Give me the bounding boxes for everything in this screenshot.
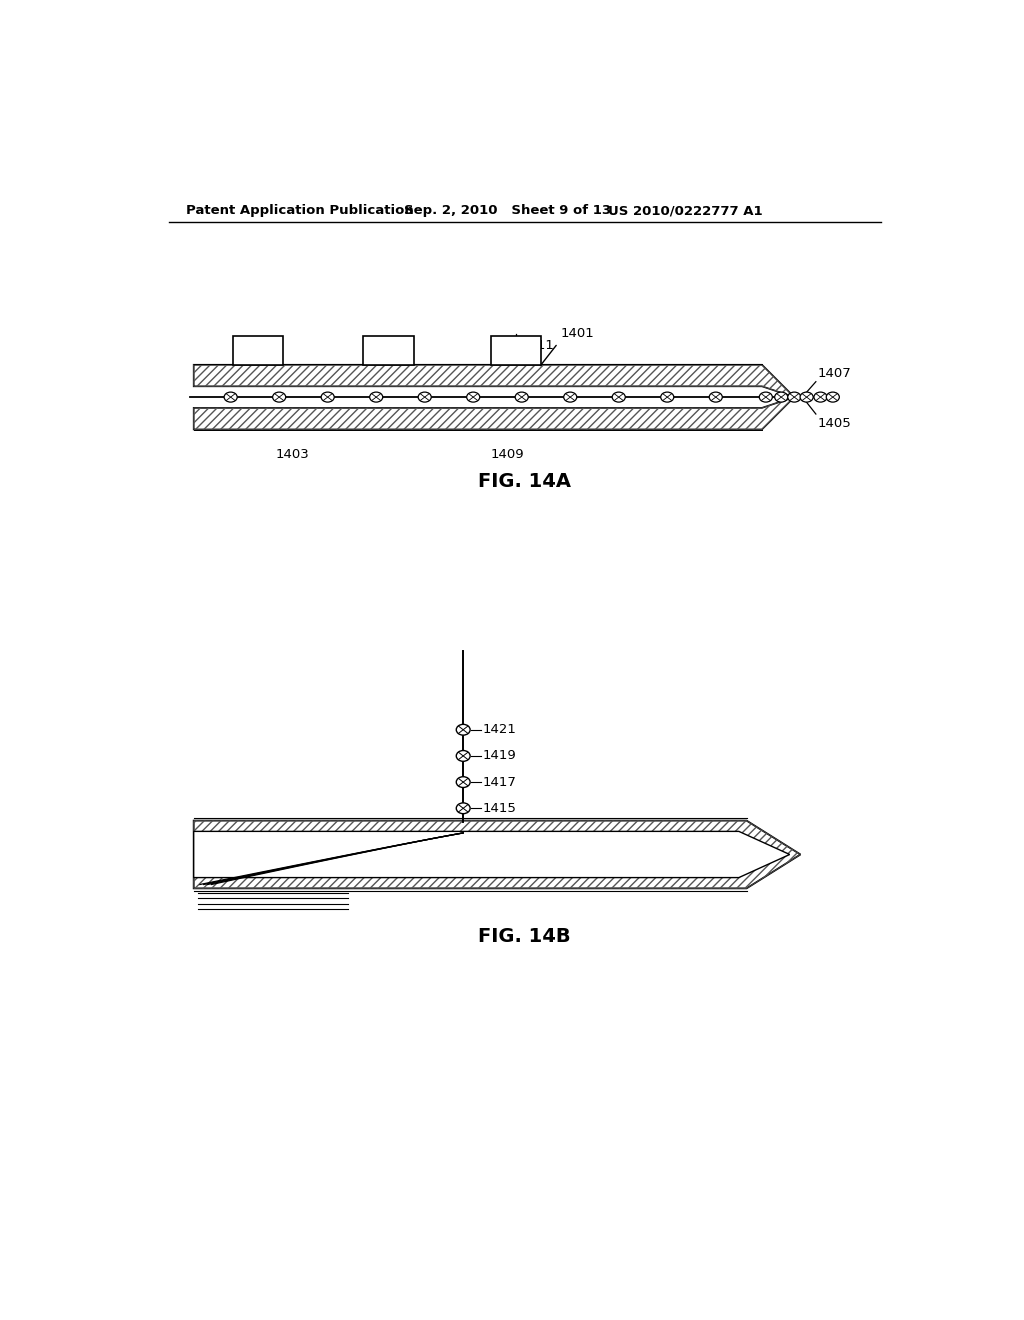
Text: 1411: 1411 [521, 339, 555, 352]
Text: 1417: 1417 [482, 776, 516, 788]
Ellipse shape [370, 392, 383, 403]
Ellipse shape [563, 392, 577, 403]
Text: 1401: 1401 [560, 327, 594, 341]
Ellipse shape [467, 392, 480, 403]
Ellipse shape [457, 803, 470, 813]
Text: Patent Application Publication: Patent Application Publication [186, 205, 414, 218]
Text: 1415: 1415 [482, 801, 516, 814]
Ellipse shape [418, 392, 431, 403]
Ellipse shape [775, 392, 787, 403]
Ellipse shape [612, 392, 626, 403]
Text: Sep. 2, 2010   Sheet 9 of 13: Sep. 2, 2010 Sheet 9 of 13 [403, 205, 611, 218]
Ellipse shape [826, 392, 840, 403]
Text: 1407: 1407 [817, 367, 851, 380]
Polygon shape [194, 364, 795, 397]
Text: 1419: 1419 [482, 750, 516, 763]
Ellipse shape [800, 392, 813, 403]
Ellipse shape [322, 392, 334, 403]
Ellipse shape [710, 392, 722, 403]
Ellipse shape [787, 392, 801, 403]
Text: FIG. 14B: FIG. 14B [478, 927, 571, 945]
Text: FIG. 14A: FIG. 14A [478, 473, 571, 491]
Polygon shape [194, 821, 801, 888]
Ellipse shape [515, 392, 528, 403]
Text: 1409: 1409 [492, 447, 524, 461]
Text: 1403: 1403 [275, 447, 309, 461]
Text: 1405: 1405 [817, 417, 851, 430]
Ellipse shape [272, 392, 286, 403]
Ellipse shape [457, 725, 470, 735]
Polygon shape [793, 396, 813, 399]
Ellipse shape [457, 776, 470, 788]
Polygon shape [194, 832, 790, 878]
Text: US 2010/0222777 A1: US 2010/0222777 A1 [608, 205, 763, 218]
Bar [232, 335, 283, 364]
Text: 1421: 1421 [482, 723, 516, 737]
Ellipse shape [224, 392, 238, 403]
Bar [490, 335, 541, 364]
Bar [364, 335, 414, 364]
Ellipse shape [660, 392, 674, 403]
Polygon shape [194, 397, 795, 429]
Ellipse shape [814, 392, 827, 403]
Ellipse shape [457, 751, 470, 762]
Ellipse shape [759, 392, 772, 403]
